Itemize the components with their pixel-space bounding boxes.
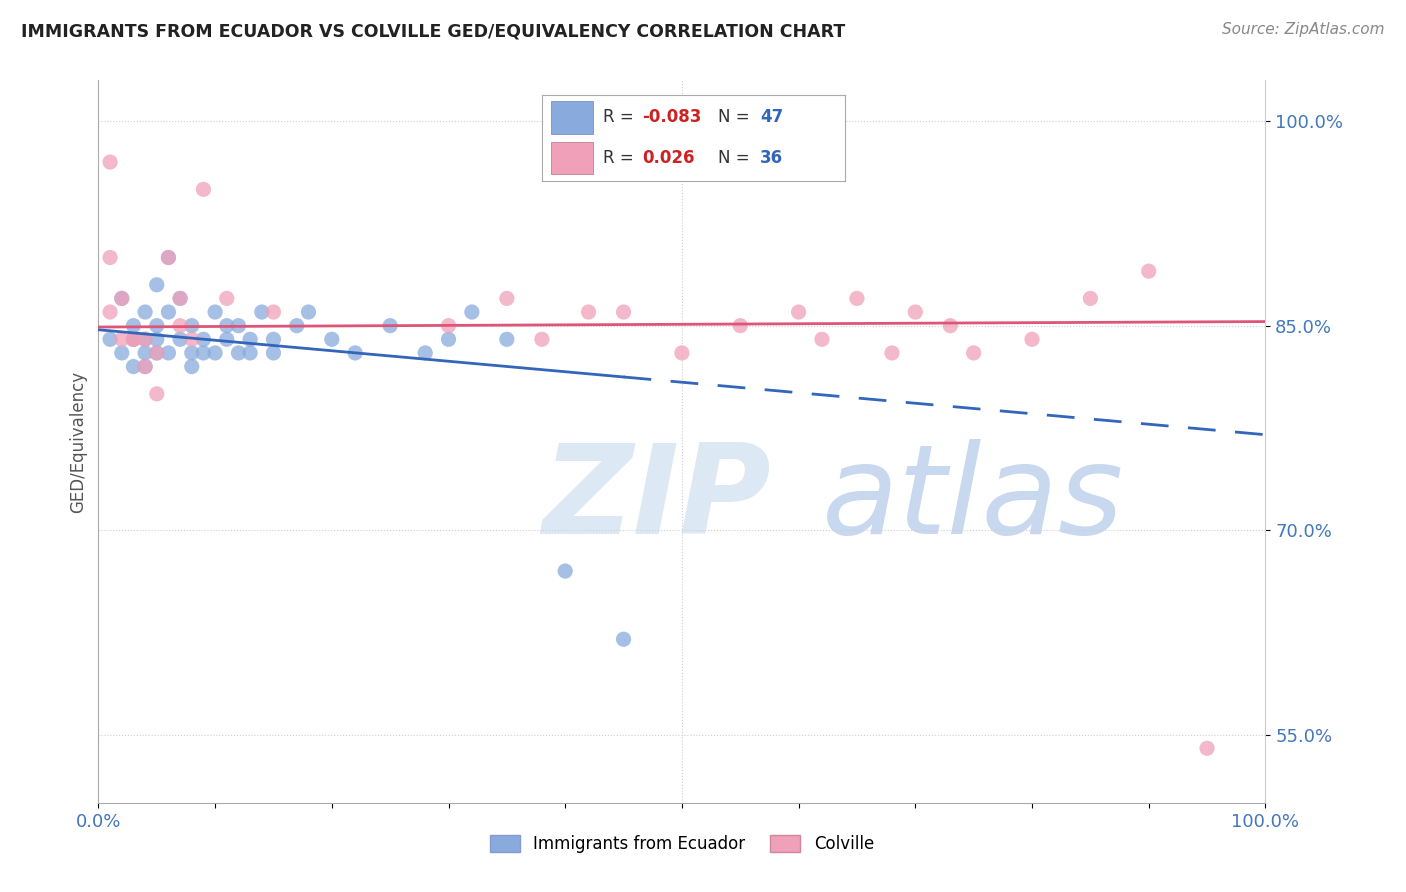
Point: [554, 564, 576, 578]
Point: [904, 305, 927, 319]
Point: [193, 182, 215, 196]
Point: [111, 346, 134, 360]
Point: [98, 155, 121, 169]
Point: [134, 359, 156, 374]
Point: [530, 332, 553, 346]
Point: [437, 318, 460, 333]
Point: [239, 346, 262, 360]
Point: [846, 292, 869, 306]
Point: [413, 346, 436, 360]
Point: [169, 318, 191, 333]
Point: [787, 305, 810, 319]
Point: [146, 387, 169, 401]
Point: [613, 632, 636, 647]
Point: [1021, 332, 1043, 346]
Point: [180, 332, 202, 346]
Point: [134, 359, 156, 374]
Point: [146, 332, 169, 346]
Point: [1080, 292, 1102, 306]
Point: [98, 251, 121, 265]
Point: [496, 332, 519, 346]
Point: [613, 305, 636, 319]
Point: [239, 332, 262, 346]
Point: [285, 318, 308, 333]
Text: IMMIGRANTS FROM ECUADOR VS COLVILLE GED/EQUIVALENCY CORRELATION CHART: IMMIGRANTS FROM ECUADOR VS COLVILLE GED/…: [21, 22, 845, 40]
Point: [98, 332, 121, 346]
Point: [157, 251, 180, 265]
Point: [134, 332, 156, 346]
Point: [962, 346, 984, 360]
Point: [228, 318, 250, 333]
Point: [321, 332, 343, 346]
Point: [250, 305, 273, 319]
Point: [215, 332, 238, 346]
Point: [204, 305, 226, 319]
Point: [204, 346, 226, 360]
Point: [437, 332, 460, 346]
Point: [297, 305, 319, 319]
Point: [811, 332, 834, 346]
Point: [1195, 741, 1218, 756]
Point: [122, 332, 145, 346]
Point: [146, 277, 169, 292]
Point: [146, 346, 169, 360]
Point: [180, 359, 202, 374]
Point: [180, 318, 202, 333]
Point: [262, 346, 284, 360]
Point: [578, 305, 600, 319]
Point: [169, 332, 191, 346]
Point: [169, 292, 191, 306]
Point: [134, 346, 156, 360]
Point: [134, 332, 156, 346]
Legend: Immigrants from Ecuador, Colville: Immigrants from Ecuador, Colville: [484, 828, 880, 860]
Text: ZIP: ZIP: [541, 439, 770, 560]
Text: atlas: atlas: [823, 439, 1123, 560]
Point: [111, 292, 134, 306]
Point: [98, 305, 121, 319]
Point: [157, 305, 180, 319]
Point: [111, 292, 134, 306]
Point: [157, 251, 180, 265]
Point: [344, 346, 367, 360]
Point: [228, 346, 250, 360]
Point: [461, 305, 484, 319]
Point: [122, 332, 145, 346]
Point: [671, 346, 693, 360]
Point: [496, 292, 519, 306]
Point: [193, 332, 215, 346]
Point: [193, 346, 215, 360]
Point: [146, 318, 169, 333]
Point: [134, 305, 156, 319]
Point: [262, 332, 284, 346]
Point: [122, 332, 145, 346]
Point: [122, 359, 145, 374]
Point: [122, 332, 145, 346]
Point: [880, 346, 903, 360]
Point: [939, 318, 962, 333]
Text: Source: ZipAtlas.com: Source: ZipAtlas.com: [1222, 22, 1385, 37]
Point: [215, 318, 238, 333]
Point: [180, 346, 202, 360]
Point: [111, 332, 134, 346]
Point: [169, 292, 191, 306]
Point: [146, 346, 169, 360]
Point: [157, 346, 180, 360]
Y-axis label: GED/Equivalency: GED/Equivalency: [69, 370, 87, 513]
Point: [122, 318, 145, 333]
Point: [380, 318, 402, 333]
Point: [215, 292, 238, 306]
Point: [262, 305, 284, 319]
Point: [730, 318, 752, 333]
Point: [1137, 264, 1160, 278]
